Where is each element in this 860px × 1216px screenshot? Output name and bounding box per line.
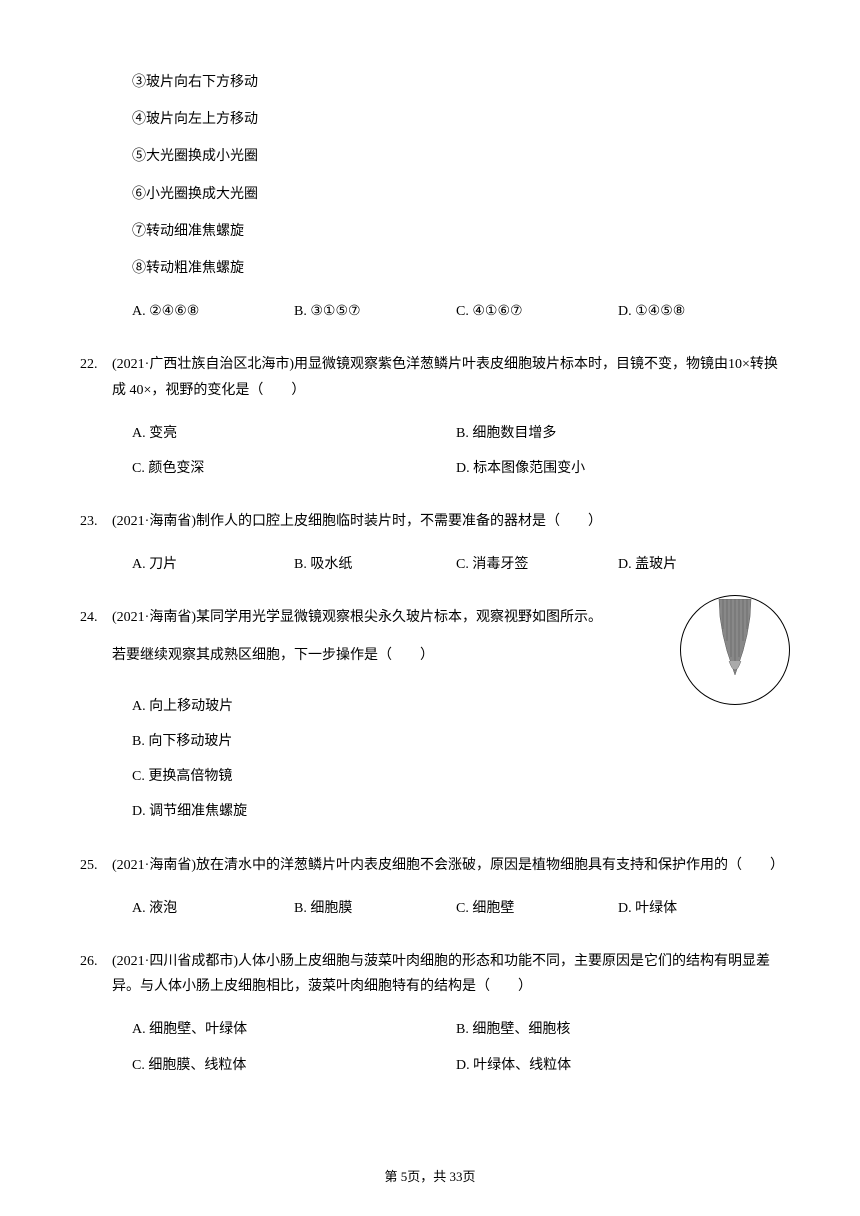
q21-option-a: A. ②④⑥⑧ <box>132 299 294 324</box>
q22-options: A. 变亮 B. 细胞数目增多 C. 颜色变深 D. 标本图像范围变小 <box>132 421 780 481</box>
pre-items-block: ③玻片向右下方移动 ④玻片向左上方移动 ⑤大光圈换成小光圈 ⑥小光圈换成大光圈 … <box>132 70 780 281</box>
q21-option-b: B. ③①⑤⑦ <box>294 299 456 324</box>
q22-option-a: A. 变亮 <box>132 421 456 446</box>
q24-number: 24. <box>80 605 112 679</box>
q26-option-b: B. 细胞壁、细胞核 <box>456 1017 780 1042</box>
q23-options: A. 刀片 B. 吸水纸 C. 消毒牙签 D. 盖玻片 <box>132 552 780 577</box>
q26: 26. (2021·四川省成都市)人体小肠上皮细胞与菠菜叶肉细胞的形态和功能不同… <box>80 949 780 999</box>
root-tip-icon <box>713 599 757 677</box>
q26-option-a: A. 细胞壁、叶绿体 <box>132 1017 456 1042</box>
q25-option-a: A. 液泡 <box>132 896 294 921</box>
q25-options: A. 液泡 B. 细胞膜 C. 细胞壁 D. 叶绿体 <box>132 896 780 921</box>
q26-options: A. 细胞壁、叶绿体 B. 细胞壁、细胞核 C. 细胞膜、线粒体 D. 叶绿体、… <box>132 1017 780 1077</box>
page-footer: 第 5页，共 33页 <box>0 1165 860 1188</box>
root-tip-microscope-image <box>680 595 790 705</box>
q24-option-c: C. 更换高倍物镜 <box>132 764 780 789</box>
q22-option-d: D. 标本图像范围变小 <box>456 456 780 481</box>
q23-number: 23. <box>80 509 112 534</box>
q26-option-d: D. 叶绿体、线粒体 <box>456 1053 780 1078</box>
q24-options: A. 向上移动玻片 B. 向下移动玻片 C. 更换高倍物镜 D. 调节细准焦螺旋 <box>132 694 780 825</box>
pre-item-3: ③玻片向右下方移动 <box>132 70 780 95</box>
q25-option-c: C. 细胞壁 <box>456 896 618 921</box>
pre-item-6: ⑥小光圈换成大光圈 <box>132 182 780 207</box>
q24-option-d: D. 调节细准焦螺旋 <box>132 799 780 824</box>
pre-item-5: ⑤大光圈换成小光圈 <box>132 144 780 169</box>
q24-stem-line1: (2021·海南省)某同学用光学显微镜观察根尖永久玻片标本，观察视野如图所示。 <box>112 605 660 630</box>
q22-number: 22. <box>80 352 112 402</box>
q25-option-d: D. 叶绿体 <box>618 896 780 921</box>
q25: 25. (2021·海南省)放在清水中的洋葱鳞片叶内表皮细胞不会涨破，原因是植物… <box>80 853 780 878</box>
q25-option-b: B. 细胞膜 <box>294 896 456 921</box>
q25-number: 25. <box>80 853 112 878</box>
q21-option-d: D. ①④⑤⑧ <box>618 299 780 324</box>
q24: 24. (2021·海南省)某同学用光学显微镜观察根尖永久玻片标本，观察视野如图… <box>80 605 780 824</box>
q21-options: A. ②④⑥⑧ B. ③①⑤⑦ C. ④①⑥⑦ D. ①④⑤⑧ <box>132 299 780 324</box>
q23: 23. (2021·海南省)制作人的口腔上皮细胞临时装片时，不需要准备的器材是（… <box>80 509 780 534</box>
q26-option-c: C. 细胞膜、线粒体 <box>132 1053 456 1078</box>
q23-option-b: B. 吸水纸 <box>294 552 456 577</box>
q24-option-b: B. 向下移动玻片 <box>132 729 780 754</box>
q23-option-d: D. 盖玻片 <box>618 552 780 577</box>
q22-option-b: B. 细胞数目增多 <box>456 421 780 446</box>
pre-item-7: ⑦转动细准焦螺旋 <box>132 219 780 244</box>
q23-option-c: C. 消毒牙签 <box>456 552 618 577</box>
q26-stem: (2021·四川省成都市)人体小肠上皮细胞与菠菜叶肉细胞的形态和功能不同，主要原… <box>112 949 780 999</box>
q25-stem: (2021·海南省)放在清水中的洋葱鳞片叶内表皮细胞不会涨破，原因是植物细胞具有… <box>112 853 780 878</box>
q21-option-c: C. ④①⑥⑦ <box>456 299 618 324</box>
q22-option-c: C. 颜色变深 <box>132 456 456 481</box>
q26-number: 26. <box>80 949 112 999</box>
q24-stem-line2: 若要继续观察其成熟区细胞，下一步操作是（ ） <box>112 643 660 668</box>
q22: 22. (2021·广西壮族自治区北海市)用显微镜观察紫色洋葱鳞片叶表皮细胞玻片… <box>80 352 780 402</box>
pre-item-4: ④玻片向左上方移动 <box>132 107 780 132</box>
q23-stem: (2021·海南省)制作人的口腔上皮细胞临时装片时，不需要准备的器材是（ ） <box>112 509 780 534</box>
q22-stem: (2021·广西壮族自治区北海市)用显微镜观察紫色洋葱鳞片叶表皮细胞玻片标本时，… <box>112 352 780 402</box>
q23-option-a: A. 刀片 <box>132 552 294 577</box>
pre-item-8: ⑧转动粗准焦螺旋 <box>132 256 780 281</box>
